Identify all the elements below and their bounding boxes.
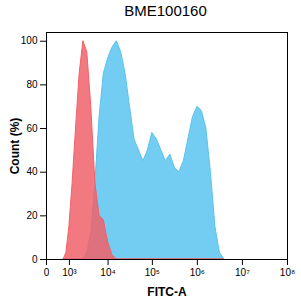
html-text:BME100160: BME100160	[124, 2, 207, 19]
svg-text:10⁶: 10⁶	[190, 267, 205, 278]
svg-text:0: 0	[32, 254, 38, 265]
svg-text:100: 100	[21, 35, 38, 46]
svg-text:10⁴: 10⁴	[100, 267, 115, 278]
svg-text:0: 0	[44, 267, 50, 278]
svg-text:80: 80	[26, 79, 38, 90]
svg-text:20: 20	[26, 210, 38, 221]
svg-text:10⁸: 10⁸	[280, 267, 295, 278]
svg-text:40: 40	[26, 166, 38, 177]
svg-text:Count (%): Count (%)	[8, 118, 22, 175]
svg-text:60: 60	[26, 123, 38, 134]
svg-text:10³: 10³	[62, 267, 77, 278]
svg-text:10⁵: 10⁵	[145, 267, 160, 278]
svg-text:FITC-A: FITC-A	[147, 285, 187, 299]
svg-text:10⁷: 10⁷	[235, 267, 250, 278]
